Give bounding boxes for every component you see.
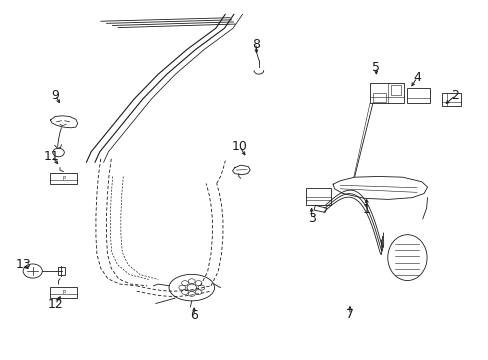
Text: P: P (62, 290, 65, 295)
Text: 4: 4 (412, 71, 420, 84)
Text: 7: 7 (345, 308, 353, 321)
Text: 12: 12 (47, 298, 63, 311)
Text: P: P (62, 176, 65, 181)
Text: 1: 1 (362, 203, 370, 216)
Text: 13: 13 (15, 258, 31, 271)
Text: 9: 9 (51, 89, 59, 102)
Text: 11: 11 (44, 150, 60, 163)
Text: 6: 6 (190, 309, 198, 322)
Text: 5: 5 (371, 60, 380, 73)
Text: 8: 8 (252, 38, 260, 51)
Text: 3: 3 (307, 212, 315, 225)
Text: 2: 2 (450, 89, 458, 102)
Text: 10: 10 (231, 140, 247, 153)
